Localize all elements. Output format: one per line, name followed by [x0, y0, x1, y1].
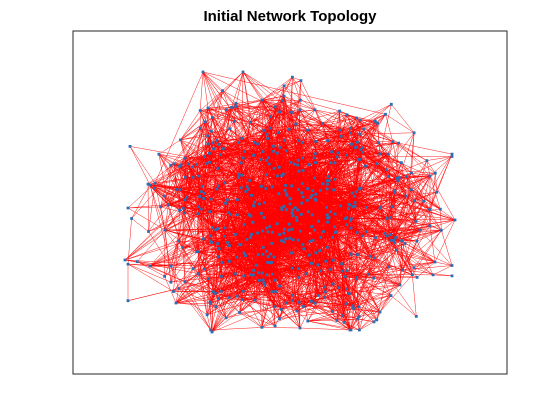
- network-plot: [0, 0, 560, 420]
- figure-window: Initial Network Topology: [0, 0, 560, 420]
